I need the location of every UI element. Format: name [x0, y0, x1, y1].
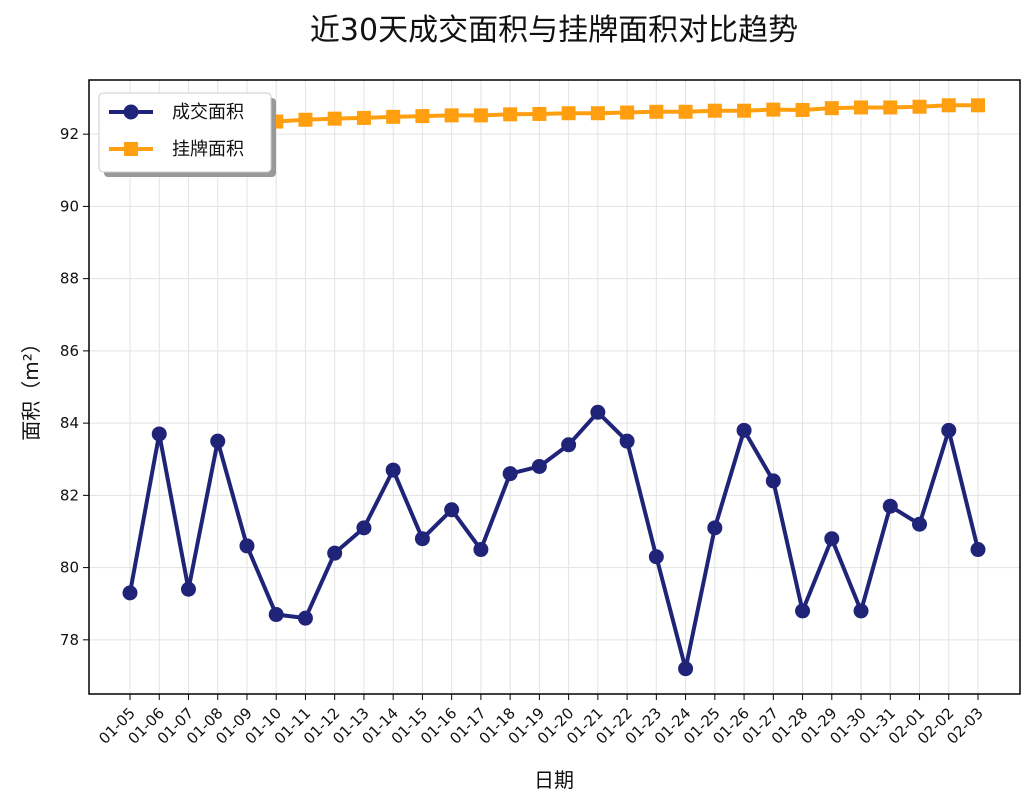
- data-point: [503, 107, 518, 122]
- data-point: [356, 110, 371, 125]
- data-point: [853, 603, 869, 619]
- data-point: [970, 542, 986, 558]
- data-point: [795, 102, 810, 117]
- data-point: [414, 531, 430, 547]
- data-point: [502, 466, 518, 482]
- x-axis-ticks: 01-0501-0601-0701-0801-0901-1001-1101-12…: [95, 694, 987, 748]
- data-point: [444, 502, 460, 518]
- data-point: [210, 433, 226, 449]
- data-point: [590, 404, 606, 420]
- y-tick-label: 82: [60, 486, 79, 504]
- grid-lines: [89, 80, 1020, 694]
- data-point: [532, 106, 547, 121]
- data-point: [736, 422, 752, 438]
- data-point: [473, 108, 488, 123]
- plot-frame: [88, 79, 1021, 695]
- data-point: [327, 111, 342, 126]
- series-1: [122, 404, 986, 677]
- data-point: [912, 99, 927, 114]
- data-point: [122, 585, 138, 601]
- data-point: [151, 426, 167, 442]
- data-point: [385, 462, 401, 478]
- data-point: [531, 458, 547, 474]
- data-point: [912, 516, 928, 532]
- series-line: [128, 410, 980, 671]
- legend-marker: [123, 104, 139, 120]
- data-point: [649, 104, 664, 119]
- data-point: [882, 498, 898, 514]
- data-point: [737, 103, 752, 118]
- data-point: [590, 106, 605, 121]
- data-point: [971, 98, 985, 113]
- data-point: [678, 661, 694, 677]
- data-point: [678, 104, 693, 119]
- data-point: [648, 549, 664, 565]
- data-point: [619, 433, 635, 449]
- data-point: [941, 98, 956, 113]
- y-axis-ticks: 78 80 82 84 86 88 90 92: [60, 125, 89, 649]
- data-point: [854, 100, 869, 115]
- data-point: [941, 422, 957, 438]
- data-point: [356, 520, 372, 536]
- data-point: [707, 520, 723, 536]
- legend-label: 成交面积: [172, 102, 244, 123]
- y-tick-label: 80: [60, 559, 79, 577]
- data-point: [268, 607, 284, 623]
- data-point: [824, 531, 840, 547]
- data-point: [327, 545, 343, 561]
- y-tick-label: 86: [60, 342, 79, 360]
- legend-marker: [124, 142, 138, 156]
- chart-title: 近30天成交面积与挂牌面积对比趋势: [310, 13, 798, 48]
- y-tick-label: 92: [60, 125, 79, 143]
- data-point: [765, 473, 781, 489]
- series-layer: [122, 98, 986, 677]
- data-point: [386, 109, 401, 124]
- y-tick-label: 90: [60, 197, 79, 215]
- y-tick-label: 84: [60, 414, 79, 432]
- data-point: [239, 538, 255, 554]
- data-point: [180, 581, 196, 597]
- data-point: [561, 106, 576, 121]
- data-point: [298, 112, 313, 127]
- data-point: [795, 603, 811, 619]
- data-point: [444, 108, 459, 123]
- data-point: [883, 100, 898, 115]
- y-tick-label: 88: [60, 270, 79, 288]
- y-axis-label: 面积（m²）: [19, 333, 43, 441]
- data-point: [415, 109, 430, 124]
- data-point: [297, 610, 313, 626]
- x-axis-label: 日期: [534, 768, 574, 792]
- data-point: [473, 542, 489, 558]
- y-tick-label: 78: [60, 631, 79, 649]
- data-point: [824, 101, 839, 116]
- data-point: [707, 103, 722, 118]
- legend-label: 挂牌面积: [172, 139, 244, 160]
- data-point: [561, 437, 577, 453]
- data-point: [620, 105, 635, 120]
- data-point: [766, 102, 781, 117]
